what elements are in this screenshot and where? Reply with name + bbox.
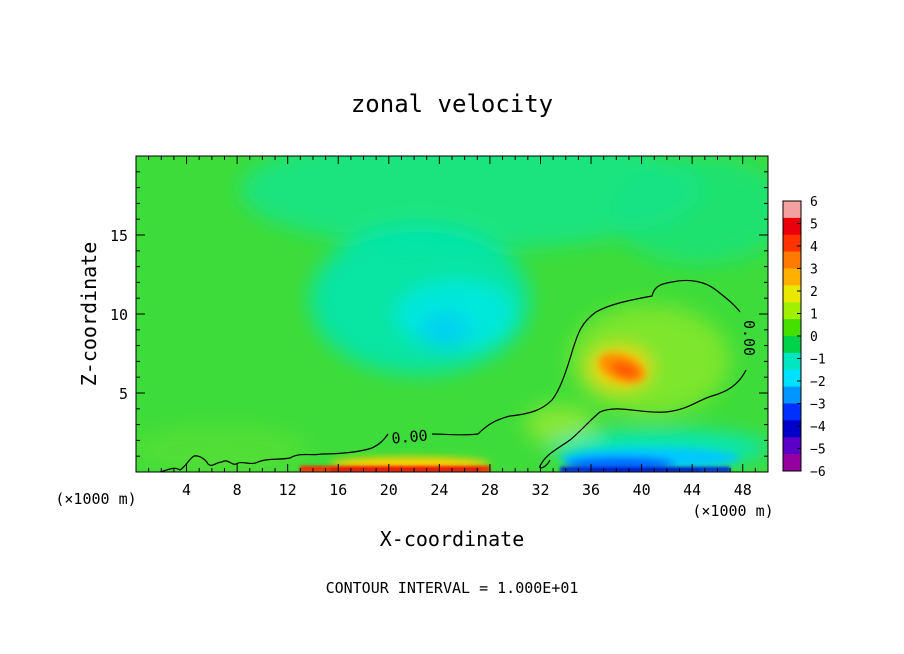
x-axis-ticks: 4 8 12 16 20 24 28 32 36 40 44 48 [148,156,756,499]
plot-area [136,156,768,472]
colorbar-label: −5 [810,443,826,458]
colorbar-swatch [783,386,801,404]
x-tick-label: 40 [633,481,651,499]
y-tick-label: 15 [110,227,128,245]
colorbar-swatch [783,454,801,472]
colorbar-swatch [783,420,801,438]
x-axis-label: X-coordinate [380,527,525,551]
x-axis-unit-right: (×1000 m) [692,502,773,520]
colorbar-label: 6 [810,195,818,210]
x-tick-label: 24 [430,481,448,499]
colorbar-swatch [783,369,801,387]
y-tick-label: 5 [119,385,128,403]
contour-interval-note: CONTOUR INTERVAL = 1.000E+01 [326,579,579,597]
colorbar-swatch [783,251,801,269]
x-tick-label: 36 [582,481,600,499]
colorbar-swatch [783,319,801,337]
colorbar-swatch [783,437,801,455]
y-tick-label: 10 [110,306,128,324]
x-tick-label: 48 [734,481,752,499]
colorbar-swatch [783,403,801,421]
colorbar-label: 4 [810,240,818,255]
colorbar-swatch [783,268,801,286]
colorbar-label: −2 [810,375,826,390]
colorbar-label: 5 [810,218,818,233]
y-axis-ticks: 5 10 15 [110,171,768,457]
chart-title: zonal velocity [351,90,553,118]
colorbar-swatch [783,234,801,252]
colorbar-swatch [783,302,801,320]
colorbar-swatch [783,285,801,303]
colorbar-label: −1 [810,353,826,368]
colorbar-label: −3 [810,398,826,413]
colorbar-label: −4 [810,420,826,435]
y-axis-label: Z-coordinate [77,242,101,387]
colorbar-swatch [783,336,801,354]
contour-label: 0.00 [740,320,758,356]
colorbar-swatch [783,352,801,371]
colorbar: 6 5 4 3 2 1 0 −1 −2 −3 −4 −5 −6 [782,195,826,480]
x-axis-unit-left: (×1000 m) [55,490,136,508]
colorbar-label: 1 [810,308,818,323]
x-tick-label: 32 [531,481,549,499]
colorbar-label: 0 [810,330,818,345]
colorbar-swatch [783,201,801,219]
colorbar-label: 3 [810,263,818,278]
x-tick-label: 44 [683,481,701,499]
colorbar-swatch [783,217,801,236]
contour-label: 0.00 [391,426,429,447]
colorbar-label: −6 [810,465,826,480]
x-tick-label: 4 [182,481,191,499]
surface-bands [300,466,730,472]
x-tick-label: 16 [329,481,347,499]
x-tick-label: 12 [279,481,297,499]
x-tick-label: 28 [481,481,499,499]
x-tick-label: 20 [380,481,398,499]
colorbar-label: 2 [810,285,818,300]
x-tick-label: 8 [233,481,242,499]
